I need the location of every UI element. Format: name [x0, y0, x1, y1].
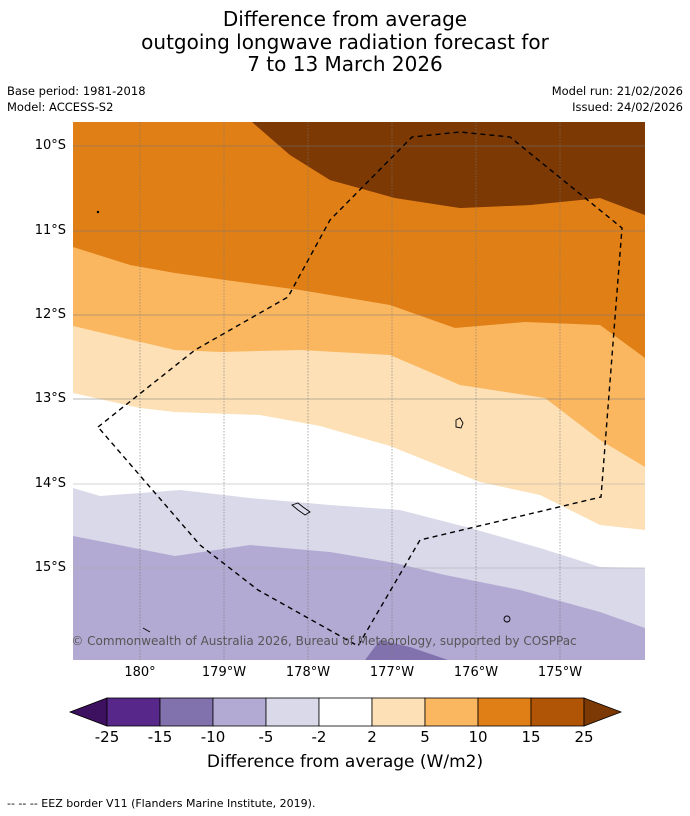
- band-minus-15-to-10: [365, 640, 448, 660]
- colorbar-tick: -5: [258, 728, 274, 746]
- colorbar-swatch: [424, 697, 479, 727]
- colorbar-swatch: [159, 697, 214, 727]
- colorbar-label: Difference from average (W/m2): [206, 752, 484, 772]
- colorbar-tick: 2: [367, 728, 377, 746]
- colorbar-swatch: [106, 697, 161, 727]
- graticule: [73, 122, 645, 660]
- island-outline: [503, 615, 511, 623]
- title-line-1: Difference from average: [222, 7, 468, 31]
- colorbar: [68, 697, 623, 727]
- islands: [96, 210, 511, 633]
- base-period: Base period: 1981-2018: [7, 84, 146, 98]
- colorbar-tick: 15: [521, 728, 541, 746]
- eez-boundary: [96, 131, 623, 647]
- colorbar-swatch: [318, 697, 373, 727]
- title-line-3: 7 to 13 March 2026: [247, 52, 443, 76]
- island-outline: [96, 210, 100, 214]
- lon-label: 177°W: [369, 665, 415, 680]
- colorbar-tick: 5: [420, 728, 430, 746]
- copyright-text: © Commonwealth of Australia 2026, Bureau…: [71, 634, 576, 648]
- map-title: Difference from average outgoing longwav…: [0, 8, 690, 76]
- lat-label: 10°S: [34, 138, 66, 153]
- colorbar-tick: -10: [200, 728, 226, 746]
- island-outline: [142, 627, 151, 633]
- lon-label: 180°: [124, 665, 156, 680]
- colorbar-tick: -25: [94, 728, 120, 746]
- colorbar-swatch: [477, 697, 532, 727]
- colorbar-tick: 25: [574, 728, 594, 746]
- lon-label: 176°W: [453, 665, 499, 680]
- lat-label: 14°S: [34, 476, 66, 491]
- model-name: Model: ACCESS-S2: [7, 100, 114, 114]
- issued-date: Issued: 24/02/2026: [572, 100, 683, 114]
- colorbar-swatch: [265, 697, 320, 727]
- lat-label: 15°S: [34, 560, 66, 575]
- island-outline: [455, 417, 464, 429]
- lat-label: 11°S: [34, 223, 66, 238]
- colorbar-extend-low: [68, 697, 108, 727]
- colorbar-extend-high: [583, 697, 623, 727]
- olr-anomaly-field: [73, 122, 645, 660]
- title-line-2: outgoing longwave radiation forecast for: [141, 29, 549, 54]
- eez-legend: -- -- -- EEZ border V11 (Flanders Marine…: [7, 797, 316, 810]
- colorbar-swatch: [371, 697, 426, 727]
- colorbar-tick: -15: [147, 728, 173, 746]
- lon-label: 178°W: [285, 665, 331, 680]
- island-outline: [291, 502, 311, 516]
- band-above-25: [252, 122, 645, 215]
- meta-left: Base period: 1981-2018 Model: ACCESS-S2: [7, 83, 146, 115]
- meta-right: Model run: 21/02/2026 Issued: 24/02/2026: [552, 83, 683, 115]
- colorbar-tick: -2: [311, 728, 327, 746]
- colorbar-tick: 10: [468, 728, 488, 746]
- lon-label: 175°W: [537, 665, 583, 680]
- lat-label: 12°S: [34, 307, 66, 322]
- lat-label: 13°S: [34, 391, 66, 406]
- lon-label: 179°W: [201, 665, 247, 680]
- colorbar-swatch: [212, 697, 267, 727]
- colorbar-swatch: [530, 697, 585, 727]
- model-run: Model run: 21/02/2026: [551, 84, 683, 98]
